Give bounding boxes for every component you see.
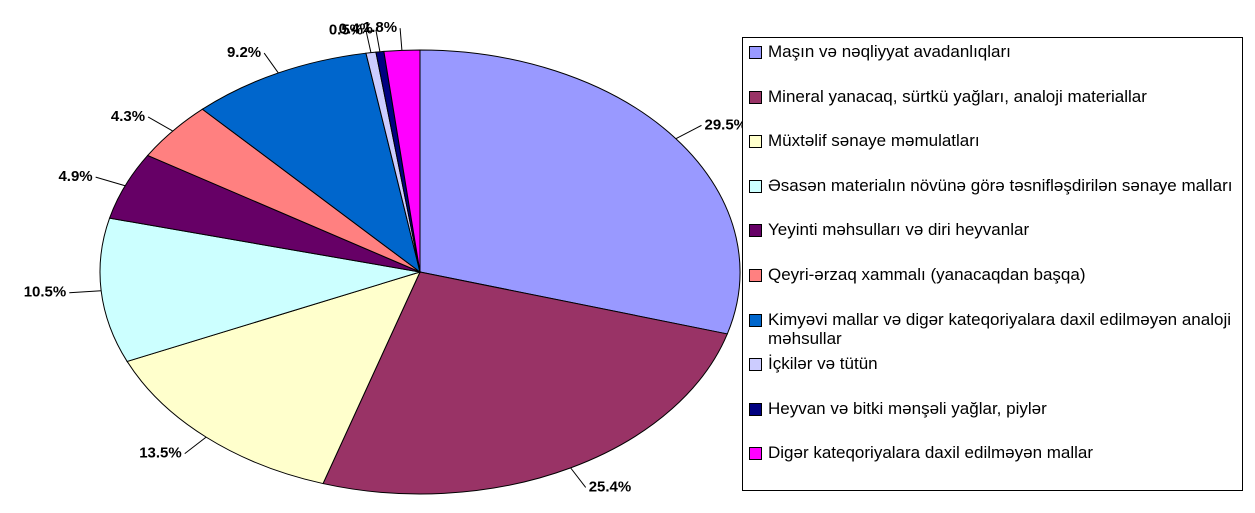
pie-area: 29.5% 25.4% 13.5% 10.5% 4.9% 4.3% 9.2% 0.5%0.4%… xyxy=(24,19,742,495)
pie-slice xyxy=(322,271,728,495)
legend-item: İçkilər və tütün xyxy=(749,354,1236,399)
legend-label: Kimyəvi mallar və digər kateqoriyalara d… xyxy=(768,309,1231,348)
legend-label: Heyvan və bitki mənşəli yağlar, piylər xyxy=(768,398,1047,418)
legend-label: Maşın və nəqliyyat avadanlıqları xyxy=(768,42,1011,61)
pie-slice xyxy=(201,52,421,274)
legend-label: Yeyinti məhsulları və diri heyvanlar xyxy=(768,220,1030,240)
legend-swatch xyxy=(749,268,762,282)
data-label: 25.4% xyxy=(589,478,632,495)
data-label: 4.9% xyxy=(58,168,92,185)
pie-slice xyxy=(126,271,421,485)
leader-line xyxy=(95,176,126,187)
legend: Maşın və nəqliyyat avadanlıqları Mineral … xyxy=(742,37,1243,491)
leader-line xyxy=(147,116,174,132)
legend-swatch xyxy=(749,447,762,461)
legend-item: Maşın və nəqliyyat avadanlıqları xyxy=(749,42,1236,87)
data-label: 10.5% xyxy=(24,284,67,301)
legend-swatch xyxy=(749,313,762,327)
legend-swatch xyxy=(749,179,762,193)
legend-swatch xyxy=(749,135,762,149)
leader-line xyxy=(570,467,587,488)
data-label: 4.3% xyxy=(111,108,145,125)
data-label: 9.2% xyxy=(227,44,261,61)
data-label: 1.8% xyxy=(363,19,397,36)
legend-item: Əsasən materialın növünə görə təsnifləşd… xyxy=(749,176,1236,221)
legend-item: Kimyəvi mallar və digər kateqoriyalara d… xyxy=(749,310,1236,355)
legend-item: Müxtəlif sənaye məmulatları xyxy=(749,131,1236,176)
leader-line xyxy=(399,28,403,51)
legend-label: Müxtəlif sənaye məmulatları xyxy=(768,131,980,151)
legend-item: Heyvan və bitki mənşəli yağlar, piylər xyxy=(749,399,1236,444)
legend-swatch xyxy=(749,46,762,59)
leader-line xyxy=(365,30,372,53)
legend-item: Qeyri-ərzaq xammalı (yanacaqdan başqa) xyxy=(749,265,1236,310)
leader-line xyxy=(675,124,702,140)
data-label: 0.4% xyxy=(339,21,373,38)
legend-label: Qeyri-ərzaq xammalı (yanacaqdan başqa) xyxy=(768,264,1086,284)
legend-label: Digər kateqoriyalara daxil edilməyən mal… xyxy=(768,443,1094,463)
pie-slice xyxy=(383,49,421,273)
legend-swatch xyxy=(749,90,762,104)
legend-swatch xyxy=(749,402,762,416)
data-label: 13.5% xyxy=(139,445,182,462)
legend-label: Mineral yanacaq, sürtkü yağları, analoji… xyxy=(768,86,1147,106)
leader-line xyxy=(375,29,381,52)
legend-item: Digər kateqoriyalara daxil edilməyən mal… xyxy=(749,443,1236,488)
leader-line xyxy=(69,290,102,294)
legend-swatch xyxy=(749,224,762,238)
leader-line xyxy=(184,436,207,455)
legend-swatch xyxy=(749,358,762,372)
legend-label: İçkilər və tütün xyxy=(768,354,878,374)
data-label: 29.5% xyxy=(704,116,742,133)
data-label: 0.5% xyxy=(329,22,363,39)
legend-item: Yeyinti məhsulları və diri heyvanlar xyxy=(749,220,1236,265)
leader-line xyxy=(263,52,279,74)
legend-label: Əsasən materialın növünə görə təsnifləşd… xyxy=(768,175,1233,195)
legend-item: Mineral yanacaq, sürtkü yağları, analoji… xyxy=(749,87,1236,132)
pie-slice xyxy=(99,217,421,363)
